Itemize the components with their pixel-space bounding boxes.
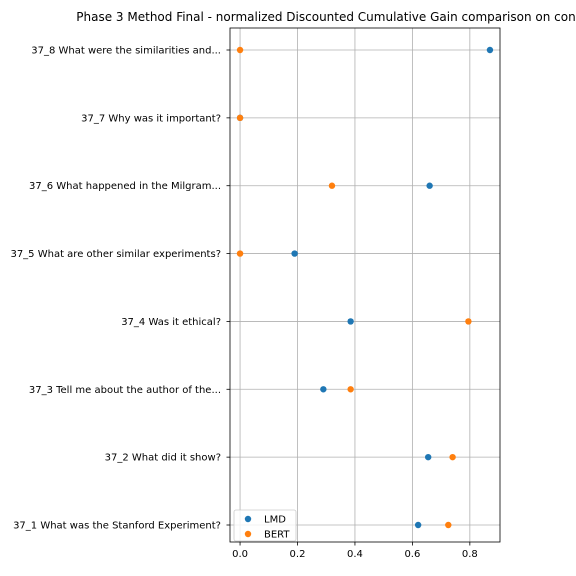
point-bert-6 [328, 182, 336, 189]
y-tick-label: 37_4 Was it ethical? [121, 317, 221, 328]
grid-layer [230, 28, 500, 542]
point-lmd-1 [414, 521, 422, 529]
point-lmd-2 [424, 453, 432, 461]
y-tick-label: 37_5 What are other similar experiments? [10, 249, 221, 260]
point-bert-1 [445, 521, 452, 529]
x-tick-label: 0.2 [290, 549, 306, 560]
y-tick-label: 37_3 Tell me about the author of the... [29, 385, 221, 396]
x-tick-label: 0.4 [347, 549, 363, 560]
x-tick-label: 0.8 [462, 549, 478, 560]
data-points [236, 46, 494, 529]
point-lmd-6 [426, 182, 433, 189]
y-tick-label: 37_8 What were the similarities and... [31, 46, 221, 57]
legend-marker-lmd [244, 515, 252, 523]
point-bert-5 [236, 250, 244, 257]
point-bert-4 [465, 318, 472, 325]
point-bert-2 [449, 453, 456, 461]
y-tick-labels: 37_1 What was the Stanford Experiment? 37… [10, 46, 230, 532]
legend-marker-bert [244, 530, 252, 538]
y-tick-label: 37_7 Why was it important? [81, 113, 221, 124]
legend-label-lmd: LMD [264, 515, 286, 526]
chart-title: Phase 3 Method Final - normalized Discou… [76, 10, 575, 24]
y-tick-label: 37_6 What happened in the Milgram... [29, 181, 221, 192]
x-tick-label: 0.0 [232, 549, 248, 560]
x-tick-labels: 0.0 0.2 0.4 0.6 0.8 [232, 542, 478, 560]
point-bert-3 [347, 386, 354, 393]
x-tick-label: 0.6 [404, 549, 420, 560]
legend: LMD BERT [233, 509, 297, 542]
point-lmd-3 [320, 386, 327, 393]
plot-frame [229, 27, 501, 543]
y-tick-label: 37_2 What did it show? [105, 453, 221, 464]
y-tick-label: 37_1 What was the Stanford Experiment? [13, 521, 221, 532]
point-lmd-4 [347, 318, 354, 325]
point-lmd-8 [486, 46, 494, 54]
point-bert-7 [236, 114, 244, 122]
point-lmd-5 [291, 250, 298, 257]
legend-label-bert: BERT [264, 530, 290, 541]
point-bert-8 [236, 46, 244, 54]
